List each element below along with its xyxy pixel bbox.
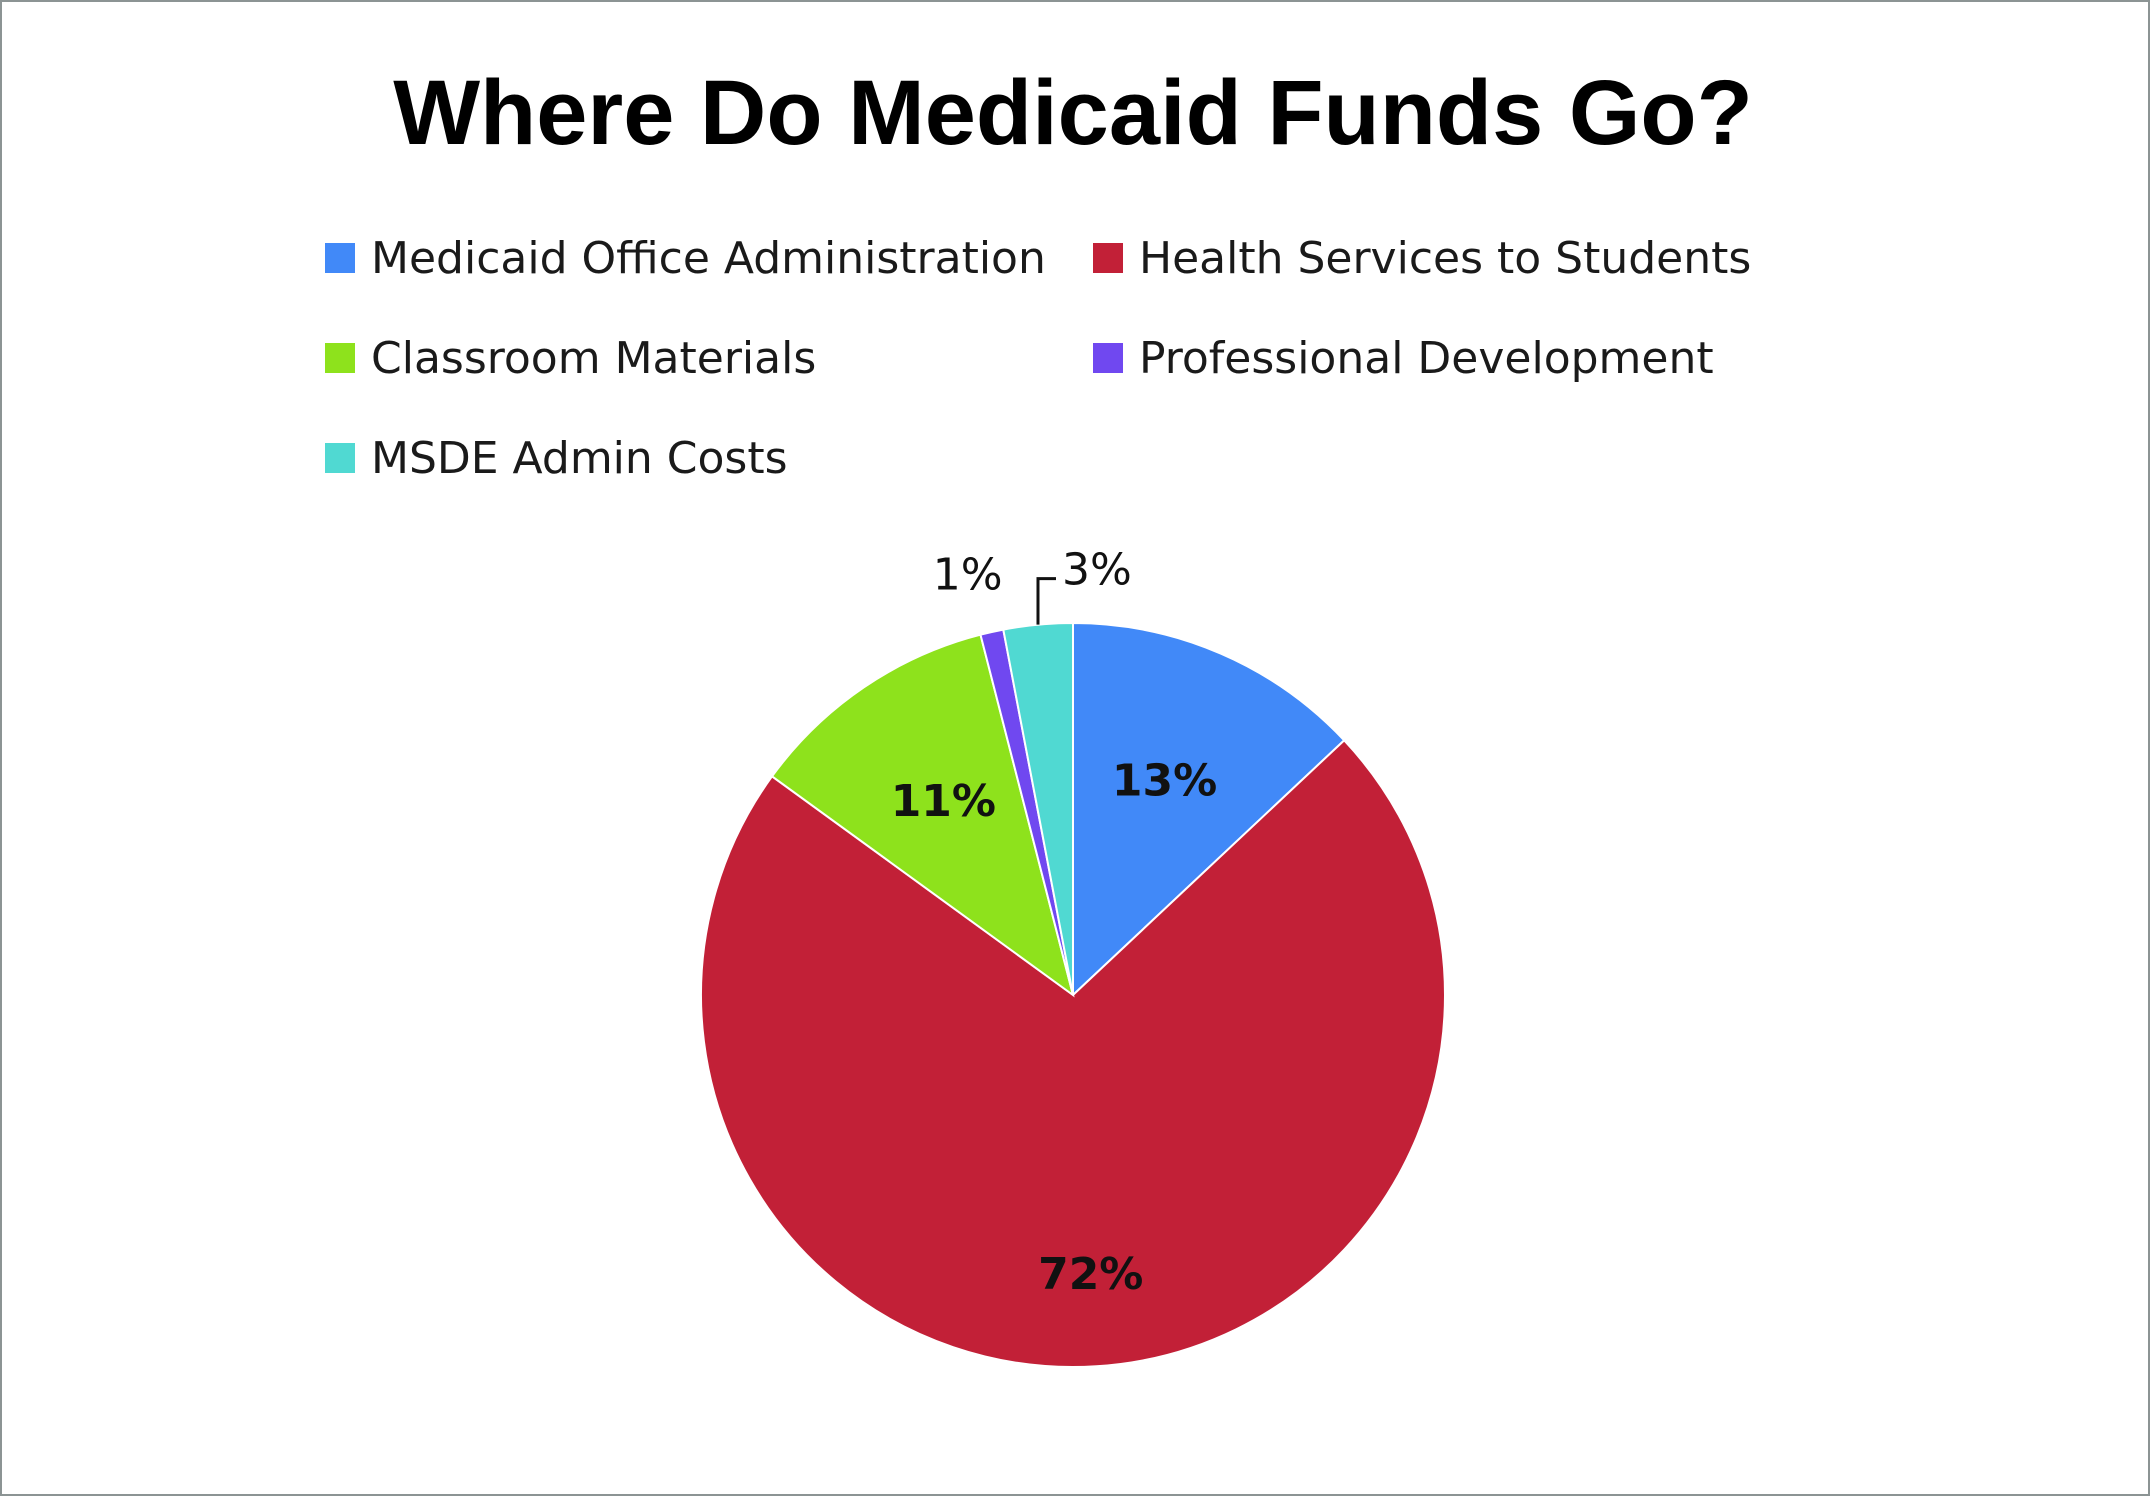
legend-swatch <box>325 243 355 273</box>
leader-line-msde-admin-costs <box>1036 577 1056 625</box>
legend-swatch <box>325 443 355 473</box>
legend-item-msde-admin-costs: MSDE Admin Costs <box>325 428 1093 488</box>
legend-item-classroom-materials: Classroom Materials <box>325 328 1093 388</box>
data-label-professional-development: 1% <box>933 549 1003 600</box>
legend-swatch <box>1093 243 1123 273</box>
chart-legend: Medicaid Office Administration Health Se… <box>325 228 1825 528</box>
legend-swatch <box>325 343 355 373</box>
legend-item-medicaid-office-administration: Medicaid Office Administration <box>325 228 1093 288</box>
data-label-medicaid-office-administration: 13% <box>1112 755 1217 806</box>
pie-slice-medicaid-office-administration <box>1072 621 1346 998</box>
legend-label: Health Services to Students <box>1139 232 1752 284</box>
chart-title: Where Do Medicaid Funds Go? <box>393 62 1753 164</box>
legend-item-professional-development: Professional Development <box>1093 328 1825 388</box>
pie-slice-health-services-to-students <box>700 738 1446 1368</box>
legend-label: Medicaid Office Administration <box>371 232 1046 284</box>
legend-label: Professional Development <box>1139 332 1714 384</box>
pie-slice-msde-admin-costs <box>1002 621 1074 996</box>
legend-item-health-services-to-students: Health Services to Students <box>1093 228 1825 288</box>
data-label-msde-admin-costs: 3% <box>1062 545 1132 596</box>
pie-slice-classroom-materials <box>770 633 1075 998</box>
legend-label: MSDE Admin Costs <box>371 432 788 484</box>
legend-label: Classroom Materials <box>371 332 817 384</box>
data-label-classroom-materials: 11% <box>891 776 996 827</box>
data-label-health-services-to-students: 72% <box>1038 1249 1143 1300</box>
legend-swatch <box>1093 343 1123 373</box>
